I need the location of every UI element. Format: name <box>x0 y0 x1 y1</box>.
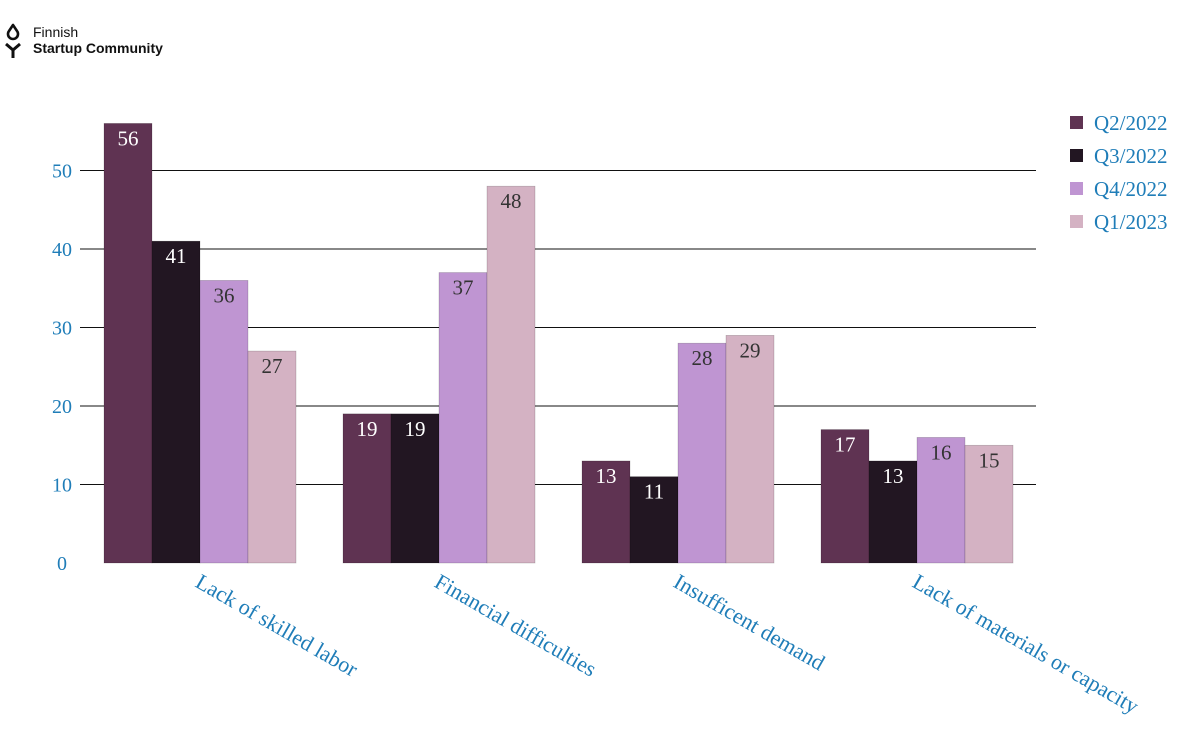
data-label: 27 <box>262 354 283 378</box>
bar <box>916 437 966 564</box>
legend-entry: Q3/2022 <box>1094 144 1168 168</box>
legend-swatch <box>1070 116 1083 129</box>
legend-swatch <box>1070 182 1083 195</box>
y-tick-label: 50 <box>52 161 72 183</box>
data-label: 48 <box>501 189 522 213</box>
data-label: 41 <box>166 244 187 268</box>
y-tick-label: 30 <box>52 318 72 340</box>
x-tick-label: Financial difficulties <box>431 569 601 682</box>
data-label: 11 <box>644 480 664 504</box>
data-label: 15 <box>979 448 1000 472</box>
y-tick-label: 20 <box>52 396 72 418</box>
legend-entry: Q2/2022 <box>1094 111 1168 135</box>
y-tick-label: 0 <box>57 553 67 575</box>
data-label: 56 <box>118 126 139 150</box>
data-label: 13 <box>883 464 904 488</box>
bar <box>677 342 727 564</box>
data-label: 17 <box>835 433 856 457</box>
bar <box>390 413 440 564</box>
x-tick-label: Lack of skilled labor <box>192 569 363 682</box>
bar <box>438 272 488 564</box>
y-tick-label: 10 <box>52 475 72 497</box>
data-label: 19 <box>357 417 378 441</box>
y-axis: 0 10 20 30 40 50 <box>52 161 72 576</box>
bar <box>247 350 297 564</box>
data-label: 28 <box>692 346 713 370</box>
data-label: 13 <box>596 464 617 488</box>
logo-line-1: Finnish <box>33 24 78 40</box>
bar <box>581 460 631 564</box>
bar <box>964 444 1014 564</box>
bar <box>725 335 775 564</box>
data-label: 19 <box>405 417 426 441</box>
logo-line-2: Startup Community <box>33 40 163 56</box>
bar <box>103 123 153 564</box>
legend: Q2/2022 Q3/2022 Q4/2022 Q1/2023 <box>1070 111 1168 234</box>
x-tick-label: Insufficent demand <box>670 569 830 676</box>
bar <box>342 413 392 564</box>
bar <box>486 185 536 564</box>
legend-swatch <box>1070 215 1083 228</box>
data-label: 29 <box>740 338 761 362</box>
y-tick-label: 40 <box>52 239 72 261</box>
bars: 56 41 36 27 19 19 37 48 13 11 28 29 17 13 16 15 <box>103 123 1014 564</box>
bar <box>151 240 201 564</box>
data-label: 16 <box>931 440 952 464</box>
data-label: 37 <box>453 276 474 300</box>
x-axis: Lack of skilled labor Financial difficult… <box>192 569 1144 719</box>
data-label: 36 <box>214 283 235 307</box>
legend-entry: Q4/2022 <box>1094 177 1168 201</box>
bar <box>820 429 870 564</box>
legend-swatch <box>1070 149 1083 162</box>
logo-mark-icon <box>5 23 21 58</box>
bar <box>199 280 249 564</box>
bar <box>629 476 679 564</box>
x-tick-label: Lack of materials or capacity <box>909 569 1144 719</box>
legend-entry: Q1/2023 <box>1094 210 1168 234</box>
finnish-startup-community-logo: Finnish Startup Community <box>5 23 163 58</box>
